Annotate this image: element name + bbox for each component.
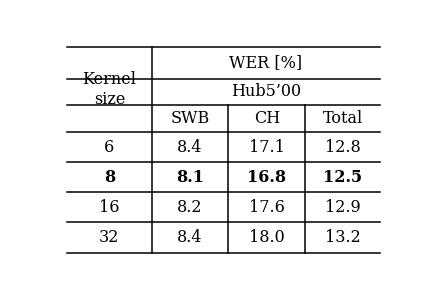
Text: 6: 6 (104, 139, 114, 156)
Text: 16.8: 16.8 (247, 169, 286, 186)
Text: 8: 8 (104, 169, 115, 186)
Text: Kernel
size: Kernel size (83, 71, 136, 108)
Text: 32: 32 (99, 229, 120, 246)
Text: 16: 16 (99, 199, 120, 216)
Text: Hub5’00: Hub5’00 (231, 83, 301, 101)
Text: 12.8: 12.8 (325, 139, 361, 156)
Text: SWB: SWB (170, 110, 210, 127)
Text: Total: Total (322, 110, 363, 127)
Text: 17.1: 17.1 (249, 139, 285, 156)
Text: WER [%]: WER [%] (230, 54, 303, 71)
Text: 8.1: 8.1 (176, 169, 204, 186)
Text: 8.4: 8.4 (177, 229, 203, 246)
Text: 13.2: 13.2 (325, 229, 361, 246)
Text: 12.5: 12.5 (323, 169, 362, 186)
Text: 17.6: 17.6 (249, 199, 285, 216)
Text: 12.9: 12.9 (325, 199, 361, 216)
Text: CH: CH (254, 110, 280, 127)
Text: 8.2: 8.2 (177, 199, 203, 216)
Text: 8.4: 8.4 (177, 139, 203, 156)
Text: 18.0: 18.0 (249, 229, 285, 246)
